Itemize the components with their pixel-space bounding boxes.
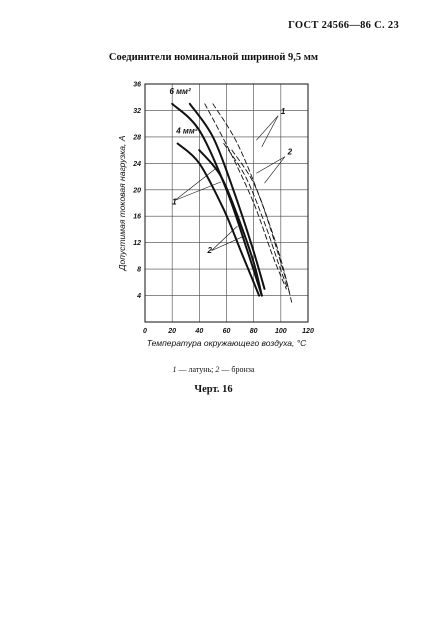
legend-number-1: 1: [172, 365, 177, 374]
legend-text-1: — латунь;: [176, 365, 216, 374]
leader-line-6: [211, 225, 238, 251]
legend-note: 1 — латунь; 2 — бронза: [0, 365, 427, 374]
leader-line-3: [264, 156, 286, 184]
annotation-5: 2: [206, 246, 212, 255]
x-tick-label-6: 120: [302, 328, 314, 335]
series-line-3: [198, 149, 263, 297]
leader-line-7: [211, 235, 245, 251]
series-line-2: [176, 142, 261, 297]
leader-line-1: [261, 115, 279, 147]
y-tick-label-3: 16: [133, 214, 141, 221]
series-line-5: [212, 103, 291, 297]
annotation-1: 4 мм²: [175, 127, 198, 136]
y-tick-label-5: 24: [132, 161, 141, 168]
figure-caption: Черт. 16: [194, 384, 233, 395]
plot-frame: [144, 83, 309, 323]
leader-line-0: [256, 115, 279, 141]
x-tick-label-4: 80: [250, 328, 258, 335]
leader-line-5: [174, 181, 222, 201]
annotation-4: 1: [172, 197, 177, 206]
y-tick-label-7: 32: [133, 108, 141, 115]
legend-text-2: — бронза: [219, 365, 255, 374]
leader-line-4: [174, 168, 216, 201]
annotation-3: 2: [287, 148, 293, 157]
x-axis-title: Температура окружающего воздуха, °С: [147, 338, 307, 348]
series-line-7: [231, 149, 293, 303]
x-tick-label-5: 100: [275, 328, 287, 335]
series-layer: [171, 102, 293, 303]
series-line-1: [188, 102, 266, 290]
series-line-4: [204, 103, 287, 290]
annotations: 6 мм² 4 мм² 1 2 1 2: [169, 87, 292, 255]
y-tick-label-4: 20: [132, 187, 141, 194]
annotation-0: 6 мм²: [169, 87, 191, 96]
x-tick-label-1: 20: [167, 328, 176, 335]
y-tick-label-8: 36: [133, 82, 141, 89]
legend-number-2: 2: [215, 365, 220, 374]
leader-lines: [174, 115, 286, 251]
leader-line-2: [256, 156, 286, 174]
y-tick-label-0: 4: [136, 293, 141, 300]
chart-grid: [145, 84, 308, 322]
page-title: Соединители номинальной шириной 9,5 мм: [108, 52, 319, 63]
series-line-6: [223, 143, 289, 290]
x-tick-label-2: 40: [194, 328, 203, 335]
page-header: ГОСТ 24566—86 С. 23: [288, 20, 399, 31]
y-tick-label-1: 8: [137, 267, 141, 274]
x-tick-label-0: 0: [143, 328, 147, 335]
x-tick-label-3: 60: [223, 328, 231, 335]
y-tick-label-6: 28: [132, 134, 141, 141]
y-axis-title: Допустимая токовая нагрузка, А: [117, 135, 127, 271]
y-tick-label-2: 12: [133, 240, 141, 247]
annotation-2: 1: [281, 107, 286, 116]
